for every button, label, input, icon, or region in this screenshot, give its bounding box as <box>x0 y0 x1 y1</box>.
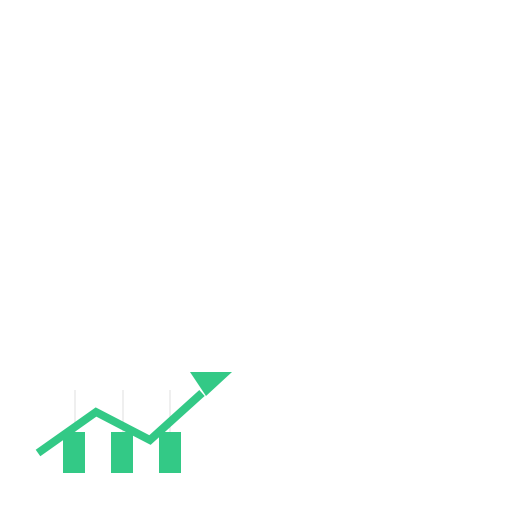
candle-body-2 <box>111 432 133 473</box>
arrow-head <box>190 372 232 396</box>
trend-line <box>35 390 205 457</box>
candle-body-3 <box>159 432 181 473</box>
candle-bodies <box>63 432 181 473</box>
candle-body-1 <box>63 432 85 473</box>
